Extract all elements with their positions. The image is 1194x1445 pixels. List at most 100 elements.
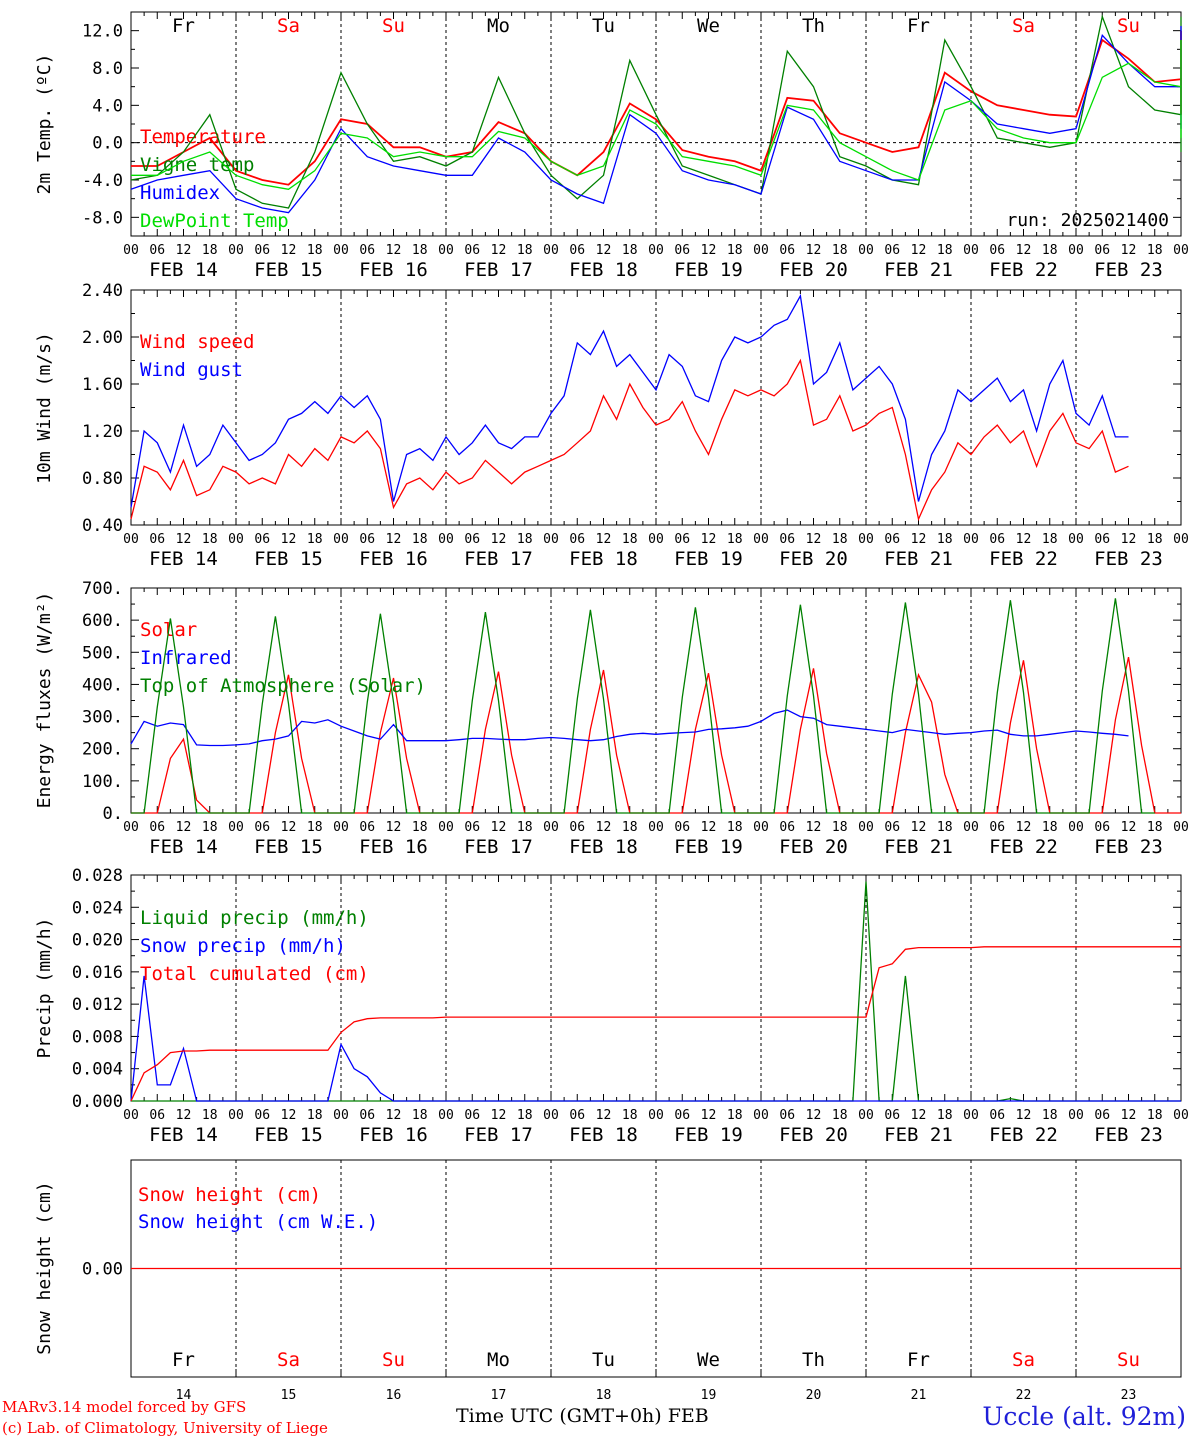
weekday-label: Fr [907, 1349, 930, 1371]
hour-tick-label: 18 [832, 820, 848, 835]
hour-tick-label: 18 [727, 820, 743, 835]
weekday-label: We [697, 15, 720, 37]
weekday-label: Sa [1012, 1349, 1035, 1371]
hour-tick-label: 18 [727, 1108, 743, 1123]
date-label: FEB 16 [359, 836, 428, 858]
date-label: FEB 23 [1094, 548, 1163, 570]
hour-tick-label: 12 [1121, 243, 1137, 258]
hour-tick-label: 06 [989, 820, 1005, 835]
hour-tick-label: 00 [543, 532, 559, 547]
hour-tick-label: 18 [1147, 1108, 1163, 1123]
chart-panel-1: 00 06 12 18 00 06 12 18 00 06 12 18 00 06 12 18 00 06 12 18… [34, 11, 1189, 281]
legend-entry: Humidex [140, 182, 220, 204]
hour-tick-label: 18 [937, 243, 953, 258]
hour-tick-label: 00 [228, 532, 244, 547]
series-line-temperature [131, 30, 1182, 186]
date-label: FEB 15 [254, 259, 323, 281]
hour-tick-label: 06 [884, 243, 900, 258]
y-tick-label: 600. [82, 611, 123, 631]
date-label: FEB 19 [674, 1124, 743, 1146]
y-tick-label: 8.0 [92, 59, 123, 79]
hour-tick-label: 18 [202, 1108, 218, 1123]
date-label: FEB 23 [1094, 836, 1163, 858]
hour-tick-label: 00 [963, 243, 979, 258]
hour-tick-label: 12 [386, 1108, 402, 1123]
hour-tick-label: 06 [884, 820, 900, 835]
y-tick-label: 0.012 [72, 995, 123, 1015]
hour-tick-label: 00 [1068, 1108, 1084, 1123]
date-number-label: 19 [701, 1388, 717, 1403]
hour-tick-label: 12 [701, 243, 717, 258]
hour-tick-label: 12 [911, 243, 927, 258]
hour-tick-label: 18 [937, 820, 953, 835]
date-label: FEB 16 [359, 259, 428, 281]
hour-tick-label: 12 [386, 532, 402, 547]
hour-tick-label: 00 [648, 820, 664, 835]
hour-tick-label: 12 [386, 820, 402, 835]
hour-tick-label: 00 [438, 1108, 454, 1123]
hour-tick-label: 12 [911, 820, 927, 835]
hour-tick-label: 18 [307, 243, 323, 258]
hour-tick-label: 06 [674, 532, 690, 547]
hour-tick-label: 00 [858, 820, 874, 835]
y-axis-label: Energy fluxes (W/m²) [34, 592, 55, 809]
y-axis-label: 2m Temp. (ºC) [34, 54, 55, 195]
hour-tick-label: 18 [412, 532, 428, 547]
hour-tick-label: 00 [1068, 243, 1084, 258]
y-axis-label: Snow height (cm) [34, 1181, 55, 1354]
date-label: FEB 18 [569, 548, 638, 570]
y-tick-label: 1.20 [82, 422, 123, 442]
hour-tick-label: 12 [1016, 820, 1032, 835]
series-line-snow-precip-mm-h- [130, 975, 1181, 1102]
hour-tick-label: 00 [123, 1108, 139, 1123]
date-label: FEB 20 [779, 1124, 848, 1146]
y-tick-label: 0.40 [82, 516, 123, 536]
y-tick-label: 700. [82, 579, 123, 599]
hour-tick-label: 00 [543, 1108, 559, 1123]
hour-tick-label: 12 [176, 532, 192, 547]
hour-tick-label: 00 [228, 1108, 244, 1123]
hour-tick-label: 06 [464, 532, 480, 547]
weekday-label: Fr [172, 15, 195, 37]
hour-tick-label: 18 [517, 1108, 533, 1123]
y-axis-label: 10m Wind (m/s) [34, 332, 55, 484]
date-number-label: 14 [176, 1388, 192, 1403]
hour-tick-label: 06 [149, 532, 165, 547]
y-tick-label: 0.024 [72, 898, 123, 918]
legend-entry: Wind speed [140, 331, 254, 353]
hour-tick-label: 00 [543, 820, 559, 835]
hour-tick-label: 00 [858, 532, 874, 547]
series-line-vigne-temp [130, 14, 1182, 209]
hour-tick-label: 18 [832, 532, 848, 547]
hour-tick-label: 00 [1173, 532, 1189, 547]
date-label: FEB 14 [149, 548, 218, 570]
legend-entry: Wind gust [140, 359, 243, 381]
hour-tick-label: 06 [359, 1108, 375, 1123]
hour-tick-label: 06 [359, 532, 375, 547]
weekday-label: Su [1117, 15, 1140, 37]
hour-tick-label: 00 [1173, 820, 1189, 835]
hour-tick-label: 06 [569, 243, 585, 258]
chart-panel-3: 00 06 12 18 00 06 12 18 00 06 12 18 00 06 12 18 00 06 12 18… [34, 579, 1189, 858]
weekday-label: Tu [592, 1349, 615, 1371]
date-number-label: 15 [281, 1388, 297, 1403]
date-label: FEB 18 [569, 836, 638, 858]
hour-tick-label: 12 [596, 820, 612, 835]
hour-tick-label: 06 [149, 243, 165, 258]
hour-tick-label: 00 [963, 820, 979, 835]
date-number-label: 22 [1016, 1388, 1032, 1403]
hour-tick-label: 12 [911, 1108, 927, 1123]
hour-tick-label: 12 [386, 243, 402, 258]
hour-tick-label: 18 [727, 243, 743, 258]
hour-tick-label: 00 [123, 243, 139, 258]
series-line-dewpoint-temp [131, 40, 1182, 190]
legend-entry: Snow height (cm) [138, 1184, 321, 1206]
y-tick-label: 0.0 [92, 134, 123, 154]
hour-tick-label: 12 [176, 243, 192, 258]
legend-entry: Temperature [140, 126, 266, 148]
weekday-label: Sa [1012, 15, 1035, 37]
date-label: FEB 20 [779, 836, 848, 858]
hour-tick-label: 06 [569, 820, 585, 835]
hour-tick-label: 06 [149, 820, 165, 835]
